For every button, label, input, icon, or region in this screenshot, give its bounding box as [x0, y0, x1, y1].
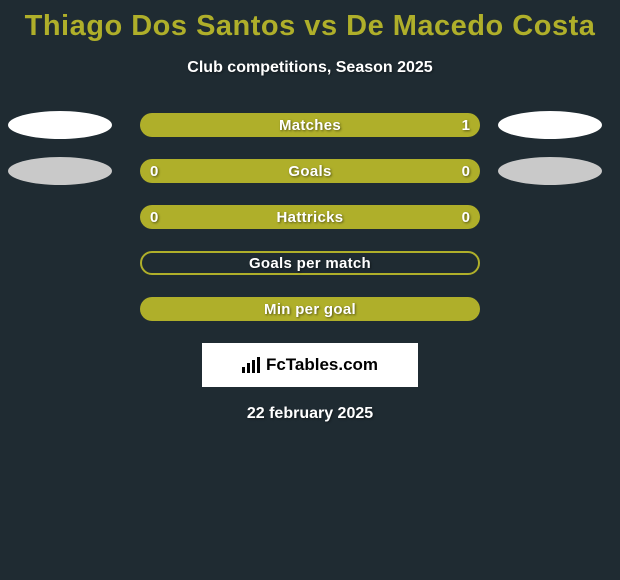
- stat-bar: 0 Goals 0: [140, 159, 480, 183]
- player-left-marker: [8, 111, 112, 139]
- stat-value-right: 0: [462, 163, 470, 180]
- stat-bar: Goals per match: [140, 251, 480, 275]
- stat-value-right: 0: [462, 209, 470, 226]
- stat-label: Matches: [279, 117, 341, 134]
- stat-bar: 0 Hattricks 0: [140, 205, 480, 229]
- logo: FcTables.com: [242, 355, 378, 375]
- stat-row: 0 Goals 0: [0, 159, 620, 183]
- stat-value-left: 0: [150, 209, 158, 226]
- stat-label: Hattricks: [277, 209, 344, 226]
- stat-row: Matches 1: [0, 113, 620, 137]
- stat-bar: Matches 1: [140, 113, 480, 137]
- bars-icon: [242, 357, 262, 373]
- stat-bar: Min per goal: [140, 297, 480, 321]
- stat-value-right: 1: [462, 117, 470, 134]
- logo-text: FcTables.com: [266, 355, 378, 375]
- logo-box: FcTables.com: [202, 343, 418, 387]
- comparison-title: Thiago Dos Santos vs De Macedo Costa: [0, 0, 620, 43]
- player-right-marker: [498, 157, 602, 185]
- stat-row: Goals per match: [0, 251, 620, 275]
- stat-label: Goals: [288, 163, 331, 180]
- stat-rows: Matches 1 0 Goals 0 0 Hattricks 0 Goals per matc…: [0, 113, 620, 321]
- snapshot-date: 22 february 2025: [0, 405, 620, 423]
- stat-value-left: 0: [150, 163, 158, 180]
- comparison-subtitle: Club competitions, Season 2025: [0, 59, 620, 77]
- player-right-marker: [498, 111, 602, 139]
- stat-row: 0 Hattricks 0: [0, 205, 620, 229]
- stat-label: Min per goal: [264, 301, 356, 318]
- player-left-marker: [8, 157, 112, 185]
- stat-row: Min per goal: [0, 297, 620, 321]
- stat-label: Goals per match: [249, 255, 371, 272]
